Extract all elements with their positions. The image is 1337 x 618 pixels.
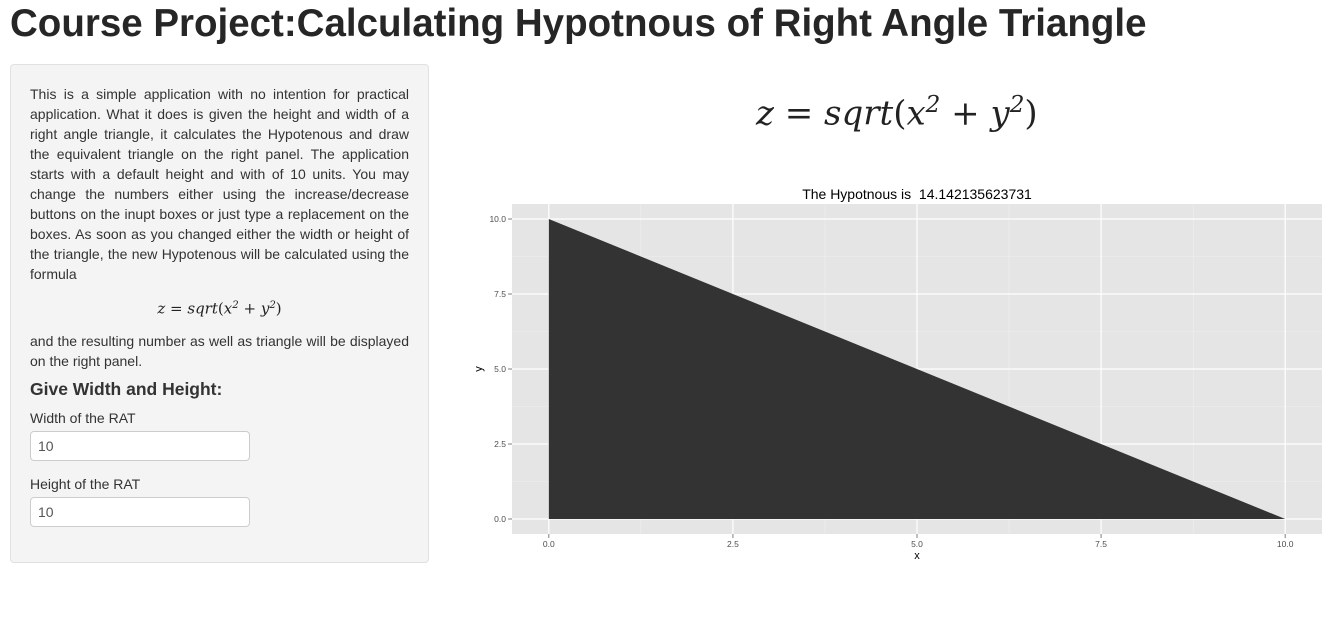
formula-inline: z = sqrt(x2 + y2) bbox=[30, 296, 409, 319]
x-tick-label: 0.0 bbox=[543, 539, 555, 549]
formula-open: ( bbox=[217, 299, 224, 318]
width-label: Width of the RAT bbox=[30, 409, 136, 426]
formula-fn: sqrt bbox=[187, 299, 218, 318]
plot-title: The Hypotnous is 14.142135623731 bbox=[802, 186, 1032, 202]
formula-display: z = sqrt(x2 + y2) bbox=[756, 92, 1038, 134]
sidebar-panel: This is a simple application with no int… bbox=[10, 64, 429, 563]
formula-exp2: 2 bbox=[1009, 92, 1025, 118]
x-tick-label: 10.0 bbox=[1277, 539, 1294, 549]
height-label: Height of the RAT bbox=[30, 475, 141, 492]
x-tick-label: 2.5 bbox=[727, 539, 739, 549]
formula-close: ) bbox=[1024, 93, 1038, 134]
formula-open: ( bbox=[893, 93, 907, 134]
formula-plus: + bbox=[243, 299, 257, 318]
app-description: This is a simple application with no int… bbox=[30, 86, 409, 282]
formula-var1: x bbox=[223, 299, 233, 318]
triangle-plot: 0.0 2.5 5.0 7.5 10.0 0.0 2.5 5.0 7.5 10.0 x y bbox=[473, 204, 1322, 562]
app-description-after: and the resulting number as well as tria… bbox=[30, 332, 409, 369]
page-title: Course Project:Calculating Hypotnous of … bbox=[10, 2, 1147, 45]
y-tick-label: 10.0 bbox=[489, 214, 506, 224]
formula-var2: y bbox=[990, 93, 1010, 134]
y-axis-title: y bbox=[473, 366, 485, 372]
y-tick-label: 2.5 bbox=[494, 439, 506, 449]
formula-close: ) bbox=[275, 299, 282, 318]
height-input[interactable] bbox=[30, 496, 250, 527]
formula-exp2: 2 bbox=[269, 300, 276, 311]
y-tick-label: 7.5 bbox=[494, 289, 506, 299]
y-tick-label: 5.0 bbox=[494, 364, 506, 374]
formula-var1: x bbox=[906, 93, 926, 134]
x-tick-label: 7.5 bbox=[1095, 539, 1107, 549]
formula-equals: = bbox=[784, 93, 814, 134]
formula-lhs: z bbox=[157, 299, 166, 318]
width-input[interactable] bbox=[30, 430, 250, 461]
formula-plus: + bbox=[951, 93, 980, 134]
triangle-shape bbox=[548, 219, 1286, 519]
formula-exp1: 2 bbox=[232, 300, 239, 311]
formula-lhs: z bbox=[756, 93, 774, 134]
y-tick-label: 0.0 bbox=[494, 514, 506, 524]
formula-equals: = bbox=[170, 299, 183, 318]
section-heading: Give Width and Height: bbox=[30, 378, 223, 399]
formula-fn: sqrt bbox=[824, 93, 894, 134]
formula-exp1: 2 bbox=[925, 92, 941, 118]
formula-var2: y bbox=[260, 299, 270, 318]
x-axis-title: x bbox=[914, 550, 920, 562]
x-tick-label: 5.0 bbox=[911, 539, 923, 549]
